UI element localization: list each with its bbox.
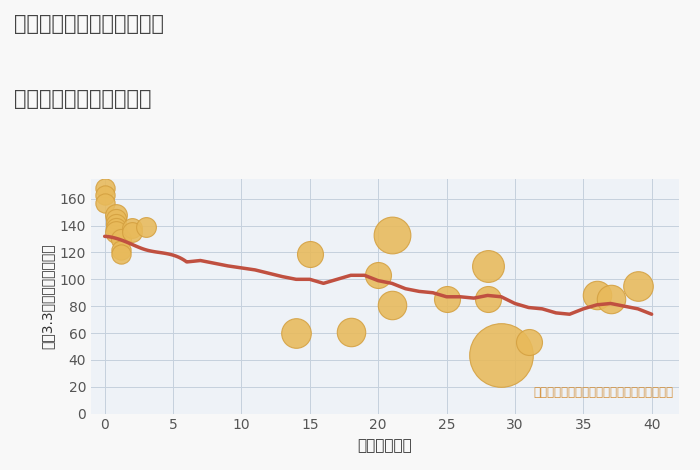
Point [127, 228, 138, 236]
Point [110, 220, 121, 228]
Point [290, 329, 302, 337]
Point [482, 262, 493, 270]
Text: 神奈川県横浜市南区睦町の: 神奈川県横浜市南区睦町の [14, 14, 164, 34]
Point [605, 296, 616, 303]
Point [482, 296, 493, 303]
Point [110, 225, 121, 232]
Point [140, 223, 151, 231]
Point [127, 225, 138, 232]
Point [110, 215, 121, 223]
Point [110, 211, 121, 219]
Point [304, 250, 316, 258]
X-axis label: 築年数（年）: 築年数（年） [358, 438, 412, 453]
Point [116, 235, 127, 243]
Point [99, 199, 111, 206]
Y-axis label: 坪（3.3㎡）単価（万円）: 坪（3.3㎡）単価（万円） [40, 243, 54, 349]
Point [116, 250, 127, 258]
Point [386, 301, 398, 309]
Point [99, 184, 111, 192]
Text: 円の大きさは、取引のあった物件面積を示す: 円の大きさは、取引のあった物件面積を示す [533, 386, 673, 400]
Point [386, 231, 398, 239]
Point [116, 246, 127, 253]
Point [592, 292, 603, 299]
Point [632, 282, 643, 290]
Point [110, 228, 121, 236]
Point [372, 272, 384, 279]
Point [441, 296, 452, 303]
Point [345, 328, 356, 336]
Text: 築年数別中古戸建て価格: 築年数別中古戸建て価格 [14, 89, 151, 110]
Point [496, 351, 507, 358]
Point [523, 339, 534, 346]
Point [99, 191, 111, 198]
